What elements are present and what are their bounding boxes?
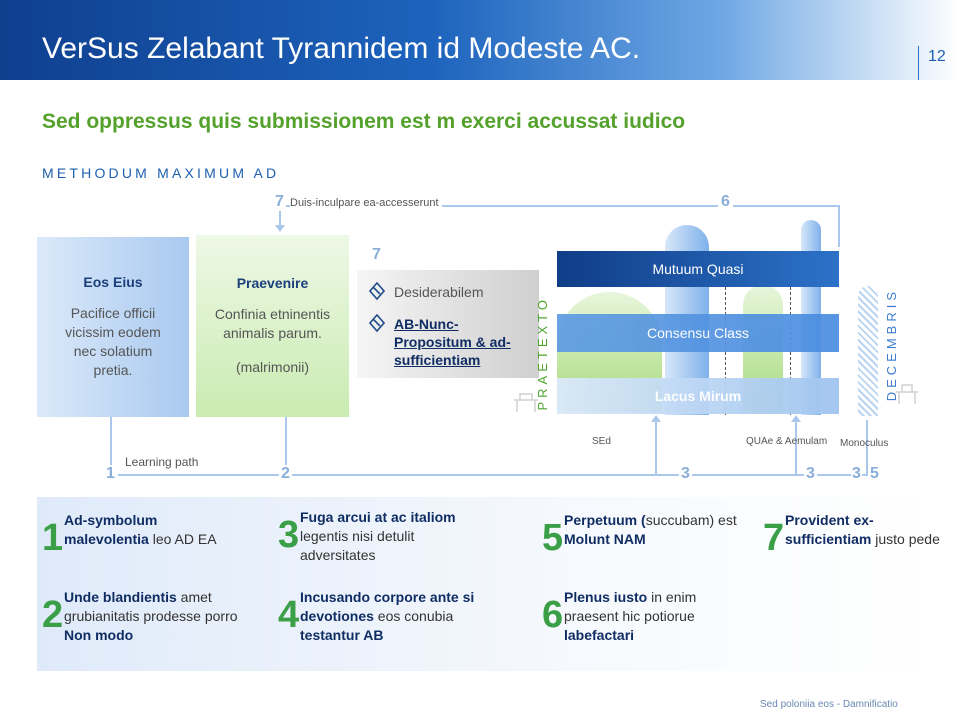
connector-praevenire [285,417,287,467]
band-mutuum-quasi: Mutuum Quasi [557,251,839,287]
legend-number-7: 7 [763,517,785,559]
diamond-icon [369,314,385,332]
page-number-divider [918,46,919,80]
flow-number-1: 1 [104,465,117,483]
arrow-down-icon [275,225,285,232]
top-flow-left-drop [279,205,281,229]
desid-number: 7 [372,246,381,263]
praevenire-note: (malrimonii) [235,359,310,375]
legend-text: Unde blandientis amet grubianitatis prod… [64,589,238,643]
legend-number-6: 6 [542,594,564,636]
legend-number-3: 3 [278,514,300,556]
desk-icon [896,384,918,404]
page-number: 12 [928,48,946,65]
flow-number-6: 6 [718,193,733,211]
legend-text: Perpetuum (succubam) est Molunt NAM [564,512,737,547]
desk-icon [514,393,538,412]
praevenire-text: Confinia etninentis animalis parum. [214,306,331,341]
label-monoculus: Monoculus [840,438,889,449]
learning-path-label: Learning path [125,455,199,469]
flow-7-label: Duis-inculpare ea-accesserunt [290,197,442,209]
legend-text: Fuga arcui at ac italiom legentis nisi d… [300,509,456,563]
connector-eos [110,417,112,467]
flow-number-3: 3 [679,465,692,483]
arrow-up-icon [651,415,661,422]
band-mutuum-label: Mutuum Quasi [652,261,744,277]
header-bar [0,0,960,80]
eos-eius-text: Pacifice officii vicissim eodem nec sola… [65,305,161,378]
connector-mono [866,420,868,475]
diamond-icon [369,282,385,300]
page-title: VerSus Zelabant Tyrannidem id Modeste AC… [42,32,641,65]
legend-number-2: 2 [42,594,64,636]
band-lacus-mirum: Lacus Mirum [557,378,839,414]
section-label: METHODUM MAXIMUM AD [42,165,280,181]
hatched-column [858,286,878,416]
eos-eius-title: Eos Eius [83,274,143,290]
legend-number-1: 1 [42,517,64,559]
desiderabilem-box: Desiderabilem AB-Nunc-Propositum & ad-su… [357,270,539,378]
flow-number-2: 2 [279,465,292,483]
band-consensu-label: Consensu Class [647,325,749,341]
flow-number-5: 5 [869,465,880,483]
band-lacus-label: Lacus Mirum [654,388,742,404]
flow-number-3: 3 [804,465,817,483]
legend-number-4: 4 [278,594,300,636]
legend-text: Ad-symbolum malevolentia leo AD EA [64,512,217,547]
desid-item-1: Desiderabilem [394,284,484,300]
desid-item-2-link[interactable]: AB-Nunc-Propositum & ad-sufficientiam [394,316,511,368]
footer-text: Sed poloniia eos - Damnificatio [760,699,898,710]
flow-number-3: 3 [851,465,862,483]
top-flow-right-drop [838,205,840,247]
top-flow-line [280,205,838,207]
legend-text: Provident ex-sufficientiam justo pede [785,512,940,547]
learning-path-line [118,474,868,476]
praevenire-box: Praevenire Confinia etninentis animalis … [196,235,349,417]
connector-quae [795,420,797,475]
slide-subtitle: Sed oppressus quis submissionem est m ex… [42,110,686,133]
label-sed: SEd [592,436,611,447]
band-consensu-class: Consensu Class [557,314,839,352]
flow-number-7: 7 [273,193,286,211]
eos-eius-box: Eos Eius Pacifice officii vicissim eodem… [37,237,189,417]
legend-panel [37,497,937,671]
legend-number-5: 5 [542,517,564,559]
label-quae: QUAe & Aemulam [746,436,828,447]
arrow-up-icon [791,415,801,422]
praevenire-title: Praevenire [236,275,309,291]
connector-sed [655,420,657,475]
legend-text: Plenus iusto in enim praesent hic potior… [564,589,697,643]
legend-text: Incusando corpore ante si devotiones eos… [300,589,475,643]
